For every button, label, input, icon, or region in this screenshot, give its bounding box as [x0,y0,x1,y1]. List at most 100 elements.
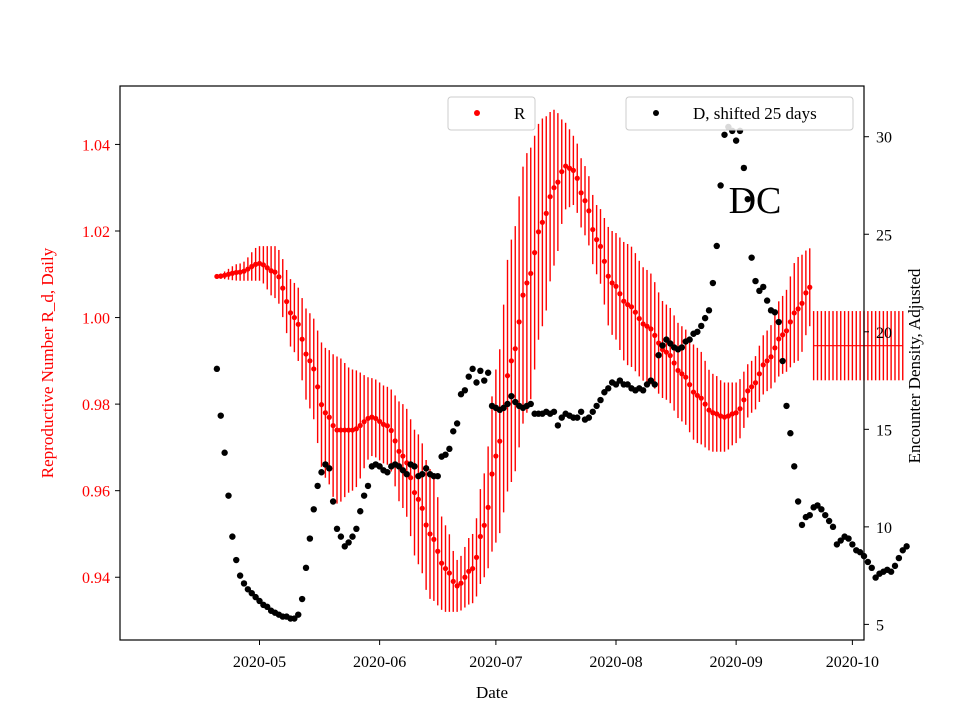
r-point [752,380,759,386]
r-point [497,438,503,444]
r-point [663,349,669,355]
d-point [310,506,317,513]
d-point [465,373,472,380]
r-point [535,229,542,235]
x-tick-label: 2020-05 [233,654,286,671]
r-point [566,165,573,171]
d-point [717,182,724,189]
r-point [384,423,390,429]
y-tick-label-left: 1.02 [82,224,110,241]
r-point [373,415,379,422]
r-point [687,382,693,388]
r-point [408,475,414,481]
r-point [466,568,472,574]
d-point [639,387,647,394]
r-point [388,427,394,434]
r-point [559,169,565,175]
y-axis-label-right: Encounter Density, Adjusted [905,268,924,463]
r-point [253,261,259,267]
r-point [508,358,514,364]
r-point [574,175,580,181]
r-point [284,298,290,305]
d-point [814,502,821,509]
d-point [647,377,655,384]
r-point [330,422,336,429]
r-point [601,258,607,264]
d-point [256,597,263,605]
d-point [783,402,790,410]
d-point [822,511,829,519]
r-point [776,336,782,342]
d-point [384,469,391,476]
plot-frame [119,85,865,641]
r-point [636,315,642,322]
d-point [345,539,352,546]
x-tick-label: 2020-06 [353,654,406,671]
legend-r-marker [474,110,480,116]
r-point [260,262,266,268]
d-point [225,492,232,499]
x-tick-label: 2020-07 [469,654,522,671]
d-point [756,287,763,295]
r-point [648,326,654,332]
y-axis-label-left: Reproductive Number R_d, Daily [38,247,57,478]
d-point [554,422,562,429]
d-point [512,398,519,406]
r-point [586,208,592,214]
r-point [590,226,596,233]
r-point [578,190,584,196]
r-point [694,392,700,399]
r-point [799,300,805,306]
r-point [791,310,797,316]
d-point [887,568,895,575]
legend-d-box [625,96,854,131]
r-point [361,419,367,425]
r-point [760,362,766,368]
r-point [783,328,790,334]
d-point [833,541,841,548]
d-point [794,498,802,505]
d-point [504,400,511,408]
r-point [644,323,650,329]
d-point [612,381,620,388]
r-point [435,548,441,554]
d-point [349,533,356,540]
r-point [780,332,786,338]
r-point [772,345,778,351]
r-point [768,354,774,360]
r-point [737,406,743,412]
d-point [752,277,759,285]
d-point [713,242,720,250]
d-point [818,506,825,513]
r-point [392,438,398,444]
d-point [589,408,596,415]
d-point [845,535,852,542]
r-point [446,570,452,576]
r-point [400,453,406,459]
d-point [891,562,899,570]
y-tick-label-left: 0.94 [82,570,110,587]
r-point [423,522,429,528]
d-point [721,131,728,138]
d-point [314,482,321,490]
r-point [582,198,588,204]
d-point [698,322,705,330]
d-point [895,554,903,562]
r-point [683,374,689,380]
d-point [326,465,333,472]
d-point [709,279,717,287]
d-point [601,389,608,396]
r-point [512,346,518,352]
d-point [399,467,407,474]
d-point [667,340,674,347]
d-point [450,428,457,435]
r-point [613,283,619,289]
d-point [240,580,248,587]
d-point [422,465,430,472]
r-point [547,194,553,200]
d-point [461,387,469,394]
d-point [678,344,686,351]
d-point [411,463,418,470]
d-point [593,402,600,410]
d-point [233,556,240,564]
